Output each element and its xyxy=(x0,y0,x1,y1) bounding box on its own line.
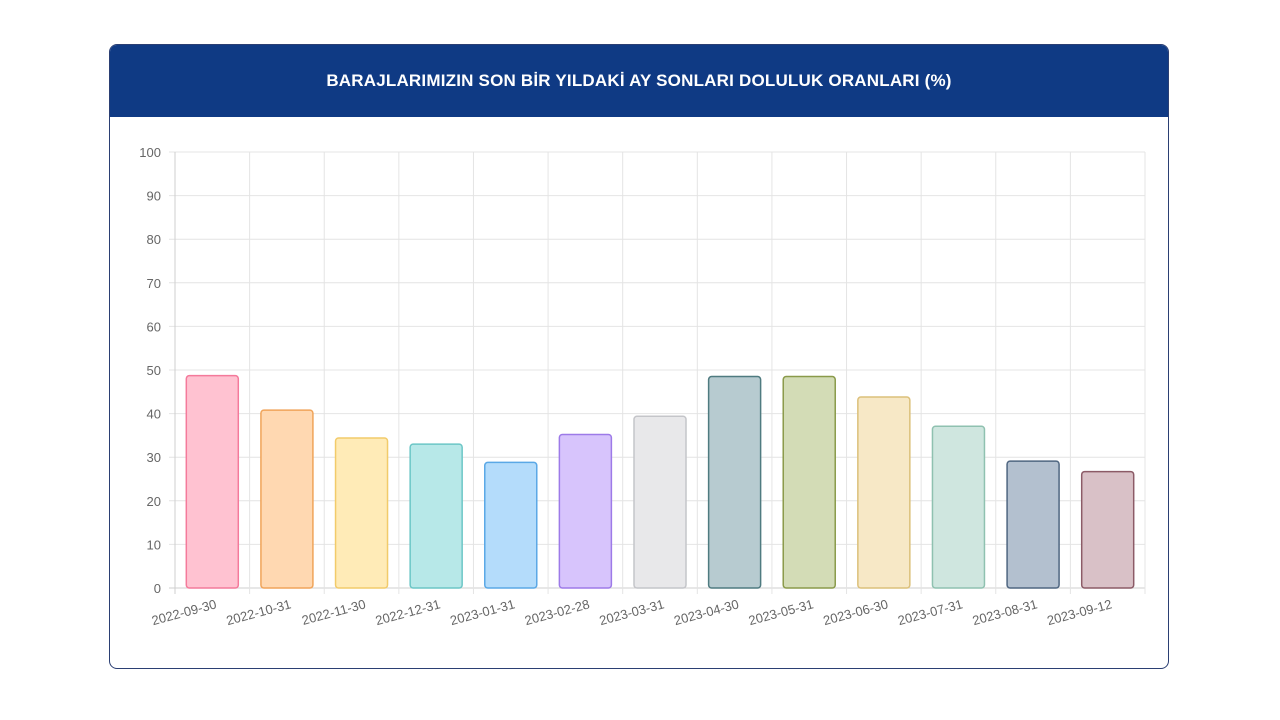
x-tick-label: 2023-05-31 xyxy=(747,596,815,628)
bar-2023-04-30[interactable] xyxy=(707,375,762,589)
x-tick-label: 2022-09-30 xyxy=(150,596,218,628)
y-tick-label: 40 xyxy=(147,407,161,422)
x-tick-label: 2022-11-30 xyxy=(300,596,367,627)
chart-title: BARAJLARIMIZIN SON BİR YILDAKİ AY SONLAR… xyxy=(326,71,952,90)
x-tick-label: 2023-01-31 xyxy=(448,596,516,628)
bar-2023-06-30[interactable] xyxy=(857,396,911,589)
y-tick-label: 90 xyxy=(147,189,161,204)
bar-2023-02-28[interactable] xyxy=(558,433,613,589)
y-tick-label: 0 xyxy=(154,581,161,596)
x-tick-label: 2023-09-12 xyxy=(1045,596,1113,628)
bar-2023-05-31[interactable] xyxy=(782,375,836,589)
x-tick-label: 2023-07-31 xyxy=(896,596,964,628)
y-tick-label: 10 xyxy=(147,537,161,552)
bar-2022-11-30[interactable] xyxy=(334,437,389,589)
bar-2022-10-31[interactable] xyxy=(260,409,314,589)
x-tick-label: 2023-04-30 xyxy=(672,596,740,628)
x-tick-label: 2022-10-31 xyxy=(225,596,293,628)
y-axis-ticks: 0 10 20 30 40 50 60 70 80 90 100 xyxy=(139,145,161,596)
bar-2022-09-30[interactable] xyxy=(185,374,240,589)
y-tick-label: 70 xyxy=(147,276,161,291)
bar-2023-01-31[interactable] xyxy=(484,461,538,589)
y-tick-label: 20 xyxy=(147,494,161,509)
x-tick-label: 2023-02-28 xyxy=(523,596,591,628)
x-axis-ticks: 2022-09-30 2022-10-31 2022-11-30 2022-12-31… xyxy=(150,596,1114,628)
x-tick-label: 2023-03-31 xyxy=(598,596,666,628)
bar-2023-08-31[interactable] xyxy=(1006,460,1060,589)
x-tick-label: 2023-06-30 xyxy=(822,596,890,628)
bar-2023-03-31[interactable] xyxy=(633,415,687,589)
y-tick-label: 50 xyxy=(147,363,161,378)
y-tick-label: 80 xyxy=(147,232,161,247)
x-tick-label: 2022-12-31 xyxy=(374,596,442,628)
x-tick-label: 2023-08-31 xyxy=(971,596,1039,628)
bar-2023-09-12[interactable] xyxy=(1080,470,1135,589)
y-tick-label: 100 xyxy=(139,145,161,160)
chart-header: BARAJLARIMIZIN SON BİR YILDAKİ AY SONLAR… xyxy=(110,45,1168,117)
y-tick-label: 60 xyxy=(147,319,161,334)
bar-2023-07-31[interactable] xyxy=(931,425,986,589)
bar-2022-12-31[interactable] xyxy=(409,443,463,589)
y-tick-label: 30 xyxy=(147,450,161,465)
chart-bars xyxy=(185,374,1135,589)
